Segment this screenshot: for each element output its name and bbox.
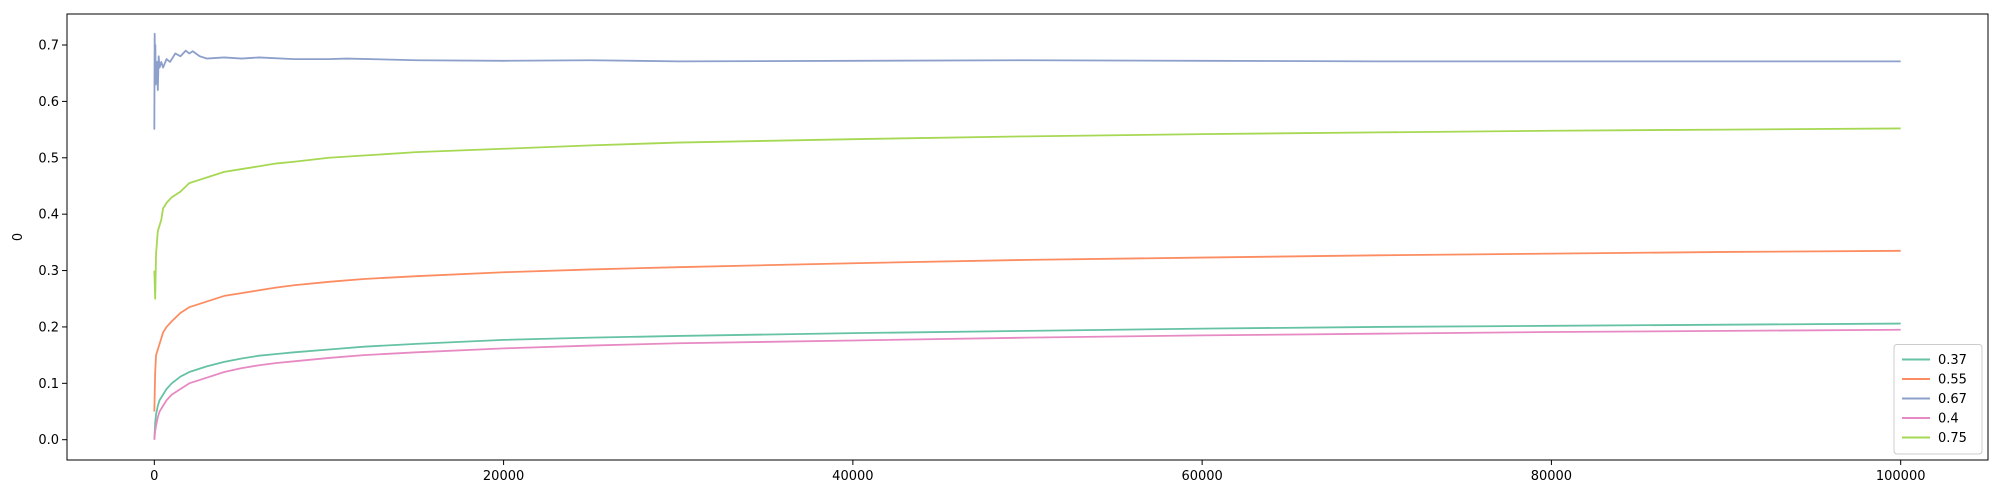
y-tick-label: 0.0: [38, 433, 59, 448]
y-tick-label: 0.7: [38, 39, 59, 54]
y-tick-label: 0.3: [38, 264, 59, 279]
y-tick-label: 0.2: [38, 320, 59, 335]
legend-label: 0.75: [1938, 431, 1967, 446]
legend-label: 0.55: [1938, 373, 1967, 388]
legend-label: 0.4: [1938, 412, 1959, 427]
plot-frame: [66, 13, 1989, 461]
series-line-0: [153, 322, 1901, 440]
x-tick-label: 20000: [483, 469, 524, 484]
series-layer: [153, 32, 1901, 440]
legend-label: 0.37: [1938, 353, 1967, 368]
x-tick-label: 40000: [832, 469, 873, 484]
series-line-4: [153, 127, 1901, 300]
x-tick-label: 80000: [1531, 469, 1572, 484]
y-axis: 0.0 0.1 0.2 0.3 0.4 0.5 0.6 0.7: [38, 39, 67, 448]
legend-label: 0.67: [1938, 392, 1967, 407]
x-axis: 0 20000 40000 60000 80000 100000: [150, 460, 1926, 484]
y-tick-label: 0.6: [38, 95, 59, 110]
x-tick-label: 100000: [1876, 469, 1926, 484]
series-line-2: [153, 32, 1901, 130]
y-tick-label: 0.4: [38, 208, 59, 223]
y-tick-label: 0.1: [38, 377, 59, 392]
series-line-3: [153, 328, 1901, 440]
series-line-1: [153, 249, 1901, 412]
x-tick-label: 60000: [1181, 469, 1222, 484]
y-axis-label: 0: [11, 233, 26, 241]
legend: 0.37 0.55 0.67 0.4 0.75: [1893, 344, 1983, 455]
legend-box: [1893, 344, 1983, 455]
y-tick-label: 0.5: [38, 151, 59, 166]
x-tick-label: 0: [150, 469, 158, 484]
